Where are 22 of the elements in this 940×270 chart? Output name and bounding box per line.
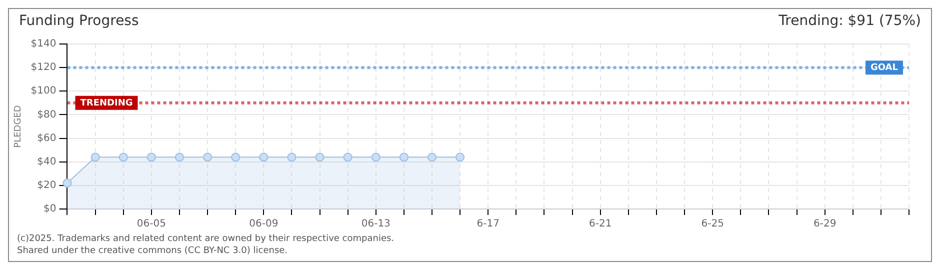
y-axis-title: PLEDGED bbox=[14, 105, 24, 148]
y-tick-label: $0 bbox=[44, 204, 56, 215]
text: (c)2025. Trademarks and related content are owned by their respective companies. bbox=[17, 233, 396, 245]
x-tick-label: 6-29 bbox=[813, 218, 836, 230]
y-tick-label: $100 bbox=[30, 86, 56, 97]
x-tick-label: 6-21 bbox=[589, 218, 612, 230]
y-tick-label: $80 bbox=[37, 109, 56, 120]
x-tick-label: 6-25 bbox=[701, 218, 724, 230]
ref-line-label: GOAL bbox=[870, 62, 898, 73]
y-tick-label: $40 bbox=[37, 156, 56, 168]
y-tick-label: $60 bbox=[37, 132, 56, 144]
y-tick-label: $140 bbox=[30, 38, 56, 50]
x-tick-label: 06-13 bbox=[361, 218, 390, 230]
y-tick-label: $20 bbox=[37, 180, 56, 192]
ref-line-label: TRENDING bbox=[80, 98, 133, 108]
text: Shared under the creative commons (CC BY-NC 3.0) license. bbox=[17, 245, 289, 257]
x-tick-label: 6-17 bbox=[476, 218, 500, 230]
x-tick-label: 06-05 bbox=[136, 218, 166, 230]
text: Trending: $91 (75%) bbox=[778, 13, 921, 31]
x-tick-label: 06-09 bbox=[249, 218, 278, 230]
chart-title: Funding Progress bbox=[19, 13, 139, 31]
y-tick-label: $120 bbox=[30, 62, 56, 74]
